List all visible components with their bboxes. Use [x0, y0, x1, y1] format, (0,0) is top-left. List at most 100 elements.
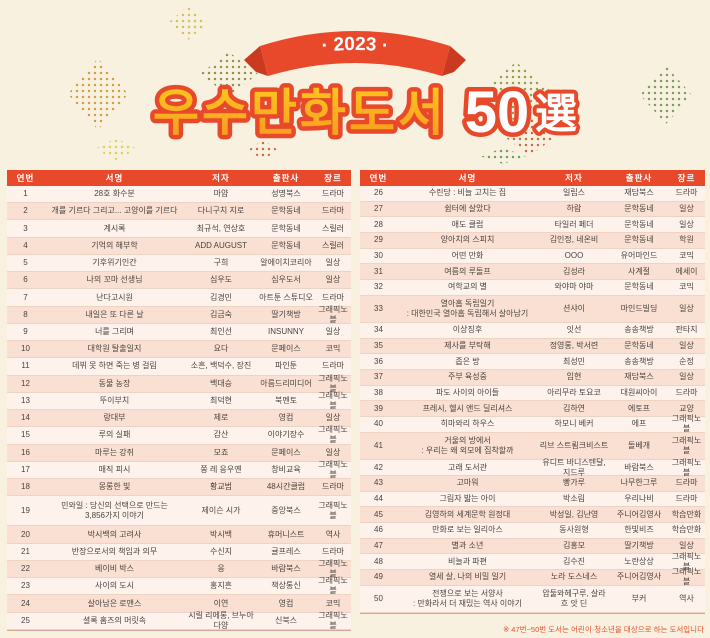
title-cell: 여름의 루돌프	[444, 266, 491, 276]
title-cell: 반장으로서의 책임과 의무	[71, 546, 158, 556]
publisher-cell: 문페이스	[271, 447, 301, 457]
publisher-cell: 알에이치코리아	[260, 258, 312, 268]
column-header: 서명	[105, 172, 124, 183]
no-cell: 23	[21, 581, 30, 591]
genre-cell: 학습만화	[671, 509, 702, 519]
author-cell: 박소림	[562, 493, 586, 503]
no-cell: 35	[374, 341, 383, 351]
title-cell: 주부 육성중	[447, 372, 488, 382]
no-cell: 1	[23, 189, 28, 199]
table-row: 26 수린당 : 비늘 고치는 집 일립스 재담북스 드라마	[360, 186, 705, 202]
author-cell: 와야마 야마	[554, 282, 594, 292]
title-cell: 계시록	[103, 223, 126, 233]
author-cell: 소흔, 백덕수, 장진	[190, 361, 252, 371]
no-cell: 37	[374, 372, 383, 382]
title-main-text: 우수만화도서	[153, 85, 447, 141]
genre-cell: 그래픽노블	[671, 436, 702, 456]
publisher-cell: 귤프레스	[271, 546, 301, 556]
table-row: 5 기후위기인간 구희 알에이치코리아 일상	[7, 254, 351, 273]
genre-cell: 그래픽노블	[671, 551, 702, 571]
genre-cell: 드라마	[675, 478, 698, 488]
no-cell: 14	[21, 413, 30, 423]
table-row: 14 랑대부 제로 영컴 일상	[7, 410, 351, 428]
no-cell: 20	[21, 529, 30, 539]
column-header: 출판사	[272, 172, 300, 183]
column-header: 출판사	[625, 172, 653, 183]
publisher-cell: 성명북스	[271, 189, 301, 199]
no-cell: 22	[21, 564, 30, 574]
table-row: 10 대학원 탈출일지 요다 문페이스 코믹	[7, 341, 351, 359]
title-cell: 고래 도서관	[447, 462, 488, 472]
author-cell: 김금숙	[209, 309, 233, 319]
author-cell: 김홍모	[562, 540, 586, 550]
table-row: 40 히마와리 하우스 하모니 베커 에프 그래픽노블	[360, 414, 705, 433]
author-cell: 마얌	[213, 189, 229, 199]
column-header: 장르	[677, 172, 696, 183]
no-cell: 6	[23, 275, 28, 285]
publisher-cell: 문학동네	[271, 240, 301, 250]
no-cell: 32	[374, 282, 383, 292]
author-cell: 최성민	[562, 356, 586, 366]
table-row: 21 반장으로서의 책임과 의무 수신지 귤프레스 드라마	[7, 543, 351, 561]
no-cell: 34	[374, 325, 383, 335]
no-cell: 16	[21, 447, 30, 457]
genre-cell: 일상	[679, 540, 694, 550]
publisher-cell: 재담북스	[624, 372, 654, 382]
table-row: 49 열세 살, 나의 비밀 일기 노라 도스네스 주니어김영사 그래픽노블	[360, 567, 705, 586]
publisher-cell: 창비교육	[271, 464, 301, 474]
genre-cell: 그래픽노블	[318, 500, 348, 520]
publisher-cell: 노란상상	[624, 556, 654, 566]
genre-cell: 일상	[325, 275, 341, 285]
no-cell: 46	[374, 525, 383, 535]
author-cell: 감산	[213, 430, 229, 440]
table-row: 33 열아홉 독립일기 : 대한민국 열아홉 독립해서 살아남기 션샤이 마인드빌딩 일…	[360, 295, 705, 324]
genre-cell: 역사	[325, 529, 341, 539]
table-row: 41 거울의 방에서 : 우리는 왜 외모에 집착할까 리브 스트룀크비스트 돌베개 그…	[360, 432, 705, 461]
title-cell: 사이의 도시	[94, 581, 135, 591]
title-cell: 기억의 해부학	[91, 240, 138, 250]
title-cell: 수린당 : 비늘 고치는 집	[428, 188, 507, 198]
title-cell: 별과 소년	[451, 540, 484, 550]
publisher-cell: 문학동네	[271, 206, 301, 216]
no-cell: 39	[374, 403, 383, 413]
publisher-cell: 신북스	[274, 615, 298, 625]
publisher-cell: 딸기책방	[624, 540, 654, 550]
publisher-cell: 48시간클럽	[266, 482, 306, 492]
no-cell: 41	[374, 441, 383, 451]
table-row: 24 살아남은 로맨스 이연 영컴 코믹	[7, 595, 351, 613]
title-cell: 열아홉 독립일기 : 대한민국 열아홉 독립해서 살아남기	[406, 298, 529, 318]
author-cell: 하모니 베커	[554, 419, 594, 429]
genre-cell: 일상	[679, 372, 694, 382]
no-cell: 28	[374, 219, 383, 229]
no-cell: 3	[23, 223, 28, 233]
footnote: ※ 47번~50번 도서는 어린이·청소년을 대상으로 하는 도서입니다	[502, 625, 704, 634]
title-number-text: 50	[465, 80, 530, 145]
title-hanja-text: 選	[535, 90, 577, 137]
author-cell: 아리무라 토요코	[547, 388, 601, 398]
no-cell: 18	[21, 482, 30, 492]
author-cell: 일립스	[562, 188, 586, 198]
table-row: 20 박시백의 고려사 박시백 휴머니스트 역사	[7, 526, 351, 544]
no-cell: 15	[21, 430, 30, 440]
genre-cell: 일상	[325, 447, 341, 457]
genre-cell: 코믹	[679, 282, 694, 292]
no-cell: 31	[374, 266, 383, 276]
table-row: 15 루의 실패 감산 이야기장수 그래픽노블	[7, 425, 351, 445]
publisher-cell: 아름드리미디어	[260, 378, 312, 388]
author-cell: 최규석, 연상호	[196, 223, 246, 233]
author-cell: 구희	[213, 258, 229, 268]
no-cell: 49	[374, 572, 383, 582]
table-row: 25 셜록 홈즈의 머릿속 시릴 리에롱, 브누아 다양 신북스 그래픽노블	[7, 611, 351, 630]
title-cell: 박시백의 고려사	[87, 529, 142, 539]
no-cell: 2	[23, 206, 28, 216]
no-cell: 12	[21, 378, 30, 388]
genre-cell: 코믹	[325, 598, 341, 608]
title-cell: 이상징후	[452, 325, 483, 335]
table-row: 27 쉼터에 살았다 하람 문학동네 일상	[360, 201, 705, 218]
no-cell: 26	[374, 188, 383, 198]
table-row: 11 데뷔 못 하면 죽는 병 걸림 소흔, 백덕수, 장진 파인툰 드라마	[7, 358, 351, 376]
title-cell: 동물 농장	[98, 378, 131, 388]
publisher-cell: 휴머니스트	[267, 529, 305, 539]
author-cell: 션샤이	[562, 303, 586, 313]
